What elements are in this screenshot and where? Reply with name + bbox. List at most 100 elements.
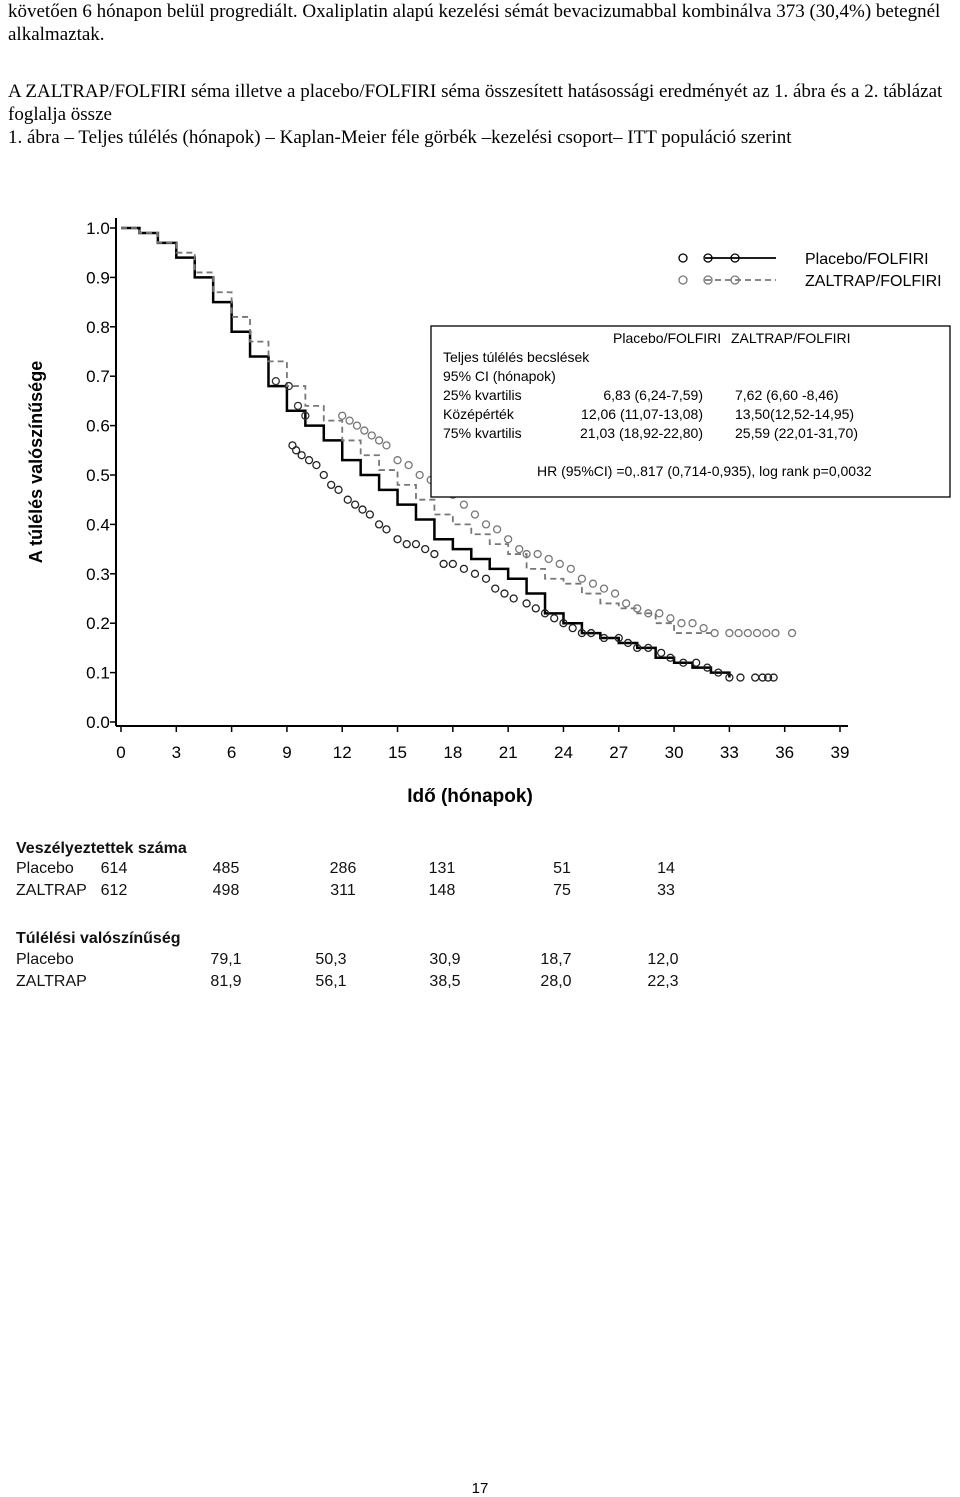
censor-mark-placebo (421, 544, 430, 554)
survival-table-cell: 38,5 (429, 973, 461, 990)
censor-mark-placebo (334, 485, 343, 494)
censor-mark-placebo (599, 633, 609, 643)
risk-table-cell: 51 (553, 860, 571, 877)
censor-mark-placebo (327, 480, 336, 490)
x-tick-label: 33 (720, 743, 739, 762)
stats-row-label: Teljes túlélés becslések (443, 349, 590, 365)
censor-mark-zaltrap (688, 619, 697, 628)
y-tick-label: 0.3 (86, 565, 110, 584)
legend-label: Placebo/FOLFIRI (805, 251, 929, 268)
censor-mark-zaltrap (655, 609, 664, 618)
censor-mark-zaltrap (492, 525, 502, 534)
censor-mark-zaltrap (522, 549, 531, 559)
censor-mark-placebo (657, 648, 666, 657)
legend-marker (703, 275, 713, 285)
censor-mark-placebo (758, 673, 767, 682)
censor-mark-placebo (679, 658, 688, 667)
x-tick-label: 27 (609, 743, 628, 762)
risk-table-row-label: ZALTRAP (16, 882, 87, 899)
y-tick-label: 0.8 (86, 318, 110, 337)
stats-zaltrap-value: 7,62 (6,60 -8,46) (735, 387, 839, 403)
x-tick-label: 15 (388, 743, 407, 762)
censor-mark-placebo (540, 609, 550, 618)
censor-mark-placebo (763, 673, 773, 682)
censor-mark-zaltrap (710, 628, 719, 638)
censor-mark-zaltrap (515, 544, 524, 554)
x-tick-label: 18 (443, 743, 462, 762)
censor-mark-placebo (522, 599, 531, 608)
censor-mark-zaltrap (633, 604, 642, 613)
y-tick-label: 0.9 (86, 268, 110, 287)
censor-mark-placebo (459, 564, 469, 574)
x-tick-label: 24 (554, 743, 573, 762)
risk-table-row-label: Placebo (16, 860, 74, 877)
stats-placebo-value: 12,06 (11,07-13,08) (581, 406, 703, 422)
risk-table-cell: 33 (657, 882, 675, 899)
survival-table-cell: 79,1 (210, 951, 242, 968)
risk-table-cell: 131 (428, 860, 456, 877)
x-tick-label: 21 (499, 743, 518, 762)
censor-mark-placebo (644, 643, 653, 653)
x-tick-label: 9 (282, 743, 291, 762)
x-tick-label: 3 (172, 743, 181, 762)
survival-table-cell: 12,0 (647, 951, 679, 968)
x-tick-label: 30 (665, 743, 684, 762)
censor-mark-placebo (439, 559, 448, 569)
x-tick-label: 36 (775, 743, 794, 762)
censor-mark-zaltrap (752, 628, 762, 638)
risk-table-cell: 612 (100, 882, 128, 899)
stats-box: Placebo/FOLFIRI ZALTRAP/FOLFIRI Teljes túl… (430, 325, 951, 498)
x-tick-label: 6 (227, 743, 236, 762)
censor-mark-zaltrap (555, 559, 564, 569)
censor-mark-zaltrap (725, 628, 734, 638)
body-paragraph-summary: A ZALTRAP/FOLFIRI séma illetve a placebo… (8, 81, 943, 125)
censor-mark-placebo (568, 623, 577, 633)
survival-table-cell: 50,3 (315, 951, 347, 968)
censor-mark-placebo (531, 604, 540, 613)
page-number: 17 (471, 1480, 489, 1497)
figure-caption: 1. ábra – Teljes túlélés (hónapok) – Kap… (8, 127, 792, 148)
censor-mark-placebo (633, 643, 642, 653)
censor-mark-placebo (614, 633, 623, 643)
censor-mark-zaltrap (345, 416, 354, 425)
censor-mark-placebo (343, 495, 352, 504)
y-tick-label: 0.0 (86, 713, 110, 732)
censor-mark-placebo (751, 673, 760, 682)
stats-zaltrap-value: 13,50(12,52-14,95) (735, 406, 854, 422)
stats-zaltrap-value: 25,59 (22,01-31,70) (735, 425, 858, 441)
censor-mark-placebo (666, 653, 675, 662)
risk-table-cell: 485 (212, 860, 240, 877)
censor-mark-zaltrap (771, 628, 780, 638)
stats-col-header: ZALTRAP/FOLFIRI (731, 330, 851, 346)
stats-placebo-value: 6,83 (6,24-7,59) (603, 387, 703, 403)
survival-table-title: Túlélési valószínűség (16, 930, 181, 947)
stats-row-label: Középérték (443, 406, 515, 422)
censor-mark-placebo (623, 638, 633, 648)
risk-table-cell: 75 (553, 882, 571, 899)
censor-mark-zaltrap (338, 411, 347, 420)
censor-mark-placebo (725, 673, 734, 682)
survival-table-cell: 30,9 (429, 951, 461, 968)
stats-row-label: 95% CI (hónapok) (443, 368, 556, 384)
stats-row-label: 25% kvartilis (443, 387, 522, 403)
censor-mark-placebo (586, 628, 596, 638)
y-tick-label: 1.0 (86, 219, 110, 238)
censor-mark-placebo (550, 614, 559, 623)
censor-mark-placebo (430, 549, 439, 559)
survival-table-row-label: ZALTRAP (16, 973, 87, 990)
censor-mark-placebo (509, 594, 518, 603)
censor-mark-zaltrap (415, 470, 424, 480)
censor-mark-placebo (470, 569, 480, 578)
legend-marker (678, 275, 688, 285)
censor-mark-placebo (350, 500, 360, 509)
stats-box-frame (430, 325, 951, 498)
y-tick-label: 0.2 (86, 614, 110, 633)
censor-mark (271, 376, 281, 386)
censor-mark-placebo (736, 673, 745, 682)
censor-mark (293, 401, 303, 410)
censor-mark-zaltrap (382, 441, 391, 450)
censor-mark-placebo (714, 668, 723, 677)
chart-axes: 0.00.10.20.30.40.50.60.70.80.91.00 3 6 9 12 1… (86, 218, 849, 762)
risk-table-cell: 148 (428, 882, 456, 899)
